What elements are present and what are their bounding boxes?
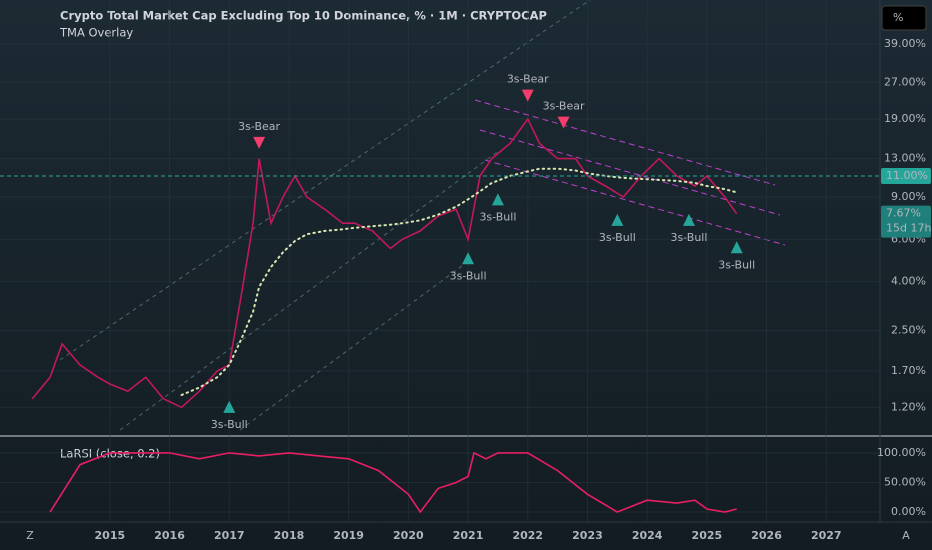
y-tick-label: 50.00% — [884, 475, 926, 488]
x-tick-label: 2016 — [154, 529, 185, 542]
y-tick-label: 13.00% — [884, 152, 926, 165]
channel-line — [479, 129, 781, 216]
x-tick-label: 2027 — [811, 529, 842, 542]
x-tick-label: 2021 — [453, 529, 484, 542]
channel-line — [474, 99, 776, 186]
signal-label: 3s-Bull — [599, 231, 636, 244]
signal-marker — [557, 116, 570, 129]
price-line — [31, 117, 738, 409]
signal-marker — [491, 193, 504, 206]
signal-label: 3s-Bear — [543, 100, 585, 113]
channel-line — [484, 159, 786, 246]
x-tick-label: 2026 — [751, 529, 782, 542]
x-tick-label: 2022 — [512, 529, 543, 542]
x-tick-label: 2015 — [95, 529, 126, 542]
chart-subtitle: TMA Overlay — [59, 26, 133, 40]
signal-label: 3s-Bear — [507, 73, 549, 86]
channel-line — [59, 0, 591, 361]
price-line — [49, 451, 737, 514]
signal-label: 3s-Bull — [718, 258, 755, 271]
signal-marker — [462, 252, 475, 265]
scale-button-label[interactable]: % — [893, 11, 903, 24]
y-tick-label: 1.20% — [891, 400, 926, 413]
x-tick-label: 2025 — [692, 529, 723, 542]
y-tick-label: 0.00% — [891, 505, 926, 518]
price-tag-label: 11.00% — [886, 169, 928, 182]
y-tick-label: 19.00% — [884, 112, 926, 125]
scale-button[interactable] — [881, 5, 927, 31]
signal-label: 3s-Bull — [479, 210, 516, 223]
signal-marker — [253, 136, 266, 149]
y-tick-label: 27.00% — [884, 75, 926, 88]
x-tick-label: 2018 — [274, 529, 305, 542]
x-tick-label: 2020 — [393, 529, 424, 542]
signal-marker — [682, 213, 695, 226]
signal-label: 3s-Bull — [211, 418, 248, 431]
corner-button[interactable]: Z — [26, 529, 34, 542]
signal-marker — [730, 241, 743, 254]
y-tick-label: 39.00% — [884, 37, 926, 50]
corner-button[interactable]: A — [902, 529, 910, 542]
tma-line — [180, 167, 738, 396]
y-tick-label: 1.70% — [891, 364, 926, 377]
chart-title: Crypto Total Market Cap Excluding Top 10… — [60, 9, 547, 23]
y-tick-label: 9.00% — [891, 190, 926, 203]
x-tick-label: 2017 — [214, 529, 245, 542]
signal-label: 3s-Bear — [238, 120, 280, 133]
y-tick-label: 100.00% — [877, 446, 926, 459]
price-tag — [881, 205, 931, 238]
x-tick-label: 2019 — [333, 529, 364, 542]
signal-label: 3s-Bull — [670, 231, 707, 244]
signal-marker — [611, 213, 624, 226]
countdown: 15d 17h — [886, 222, 931, 235]
signal-marker — [521, 89, 534, 102]
signal-marker — [223, 400, 236, 413]
x-tick-label: 2024 — [632, 529, 663, 542]
price-tag-label: 7.67% — [886, 207, 921, 220]
y-tick-label: 4.00% — [891, 275, 926, 288]
price-tag — [881, 168, 931, 185]
x-tick-label: 2023 — [572, 529, 603, 542]
signal-label: 3s-Bull — [450, 269, 487, 282]
y-tick-label: 2.50% — [891, 324, 926, 337]
